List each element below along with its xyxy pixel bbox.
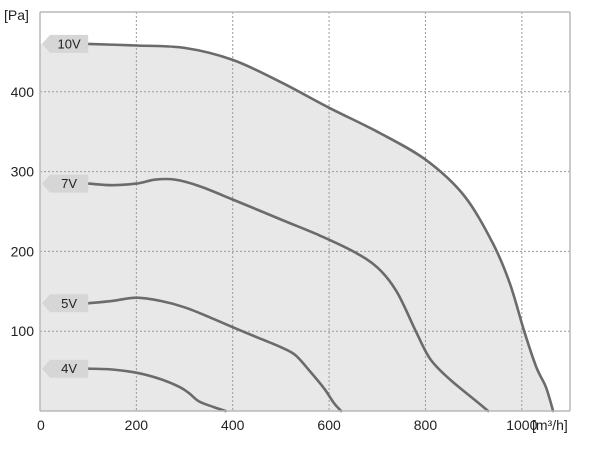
grid-lines bbox=[40, 12, 570, 411]
x-tick-label: 800 bbox=[414, 417, 438, 433]
curve-lines bbox=[86, 42, 555, 413]
series-tag-arrow bbox=[42, 174, 89, 193]
series-tag-5v: 5V bbox=[42, 294, 89, 313]
axes bbox=[39, 11, 571, 412]
series-tag-arrow bbox=[42, 359, 89, 378]
x-tick-labels: 0 200 400 600 800 1000 bbox=[37, 417, 538, 433]
series-tag-7v: 7V bbox=[42, 174, 89, 193]
series-tag-label: 7V bbox=[61, 176, 77, 191]
x-tick-label: 400 bbox=[221, 417, 245, 433]
y-tick-label: 200 bbox=[11, 243, 35, 259]
x-tick-label: 600 bbox=[317, 417, 341, 433]
series-tag-4v: 4V bbox=[42, 359, 89, 378]
curve-7v bbox=[86, 177, 490, 413]
y-tick-label: 400 bbox=[11, 84, 35, 100]
series-tag-arrow bbox=[42, 34, 89, 53]
series-tag-label: 5V bbox=[61, 296, 77, 311]
operating-area bbox=[40, 43, 554, 412]
y-tick-label: 100 bbox=[11, 323, 35, 339]
series-tag-10v: 10V bbox=[42, 34, 89, 53]
y-tick-labels: 100 200 300 400 bbox=[11, 84, 35, 339]
x-tick-label: 1000 bbox=[506, 417, 537, 433]
x-tick-label: 200 bbox=[125, 417, 149, 433]
series-tags: 10V 7V 5V 4V bbox=[42, 34, 89, 378]
y-tick-label: 300 bbox=[11, 164, 35, 180]
series-tag-label: 10V bbox=[58, 36, 81, 51]
y-axis-label: [Pa] bbox=[4, 7, 29, 23]
series-tag-arrow bbox=[42, 294, 89, 313]
x-axis-label: [m³/h] bbox=[532, 417, 568, 433]
series-tag-label: 4V bbox=[61, 361, 77, 376]
curve-4v bbox=[86, 367, 227, 413]
curve-5v bbox=[86, 296, 343, 413]
x-tick-label: 0 bbox=[37, 417, 45, 433]
curve-10v bbox=[86, 42, 555, 413]
